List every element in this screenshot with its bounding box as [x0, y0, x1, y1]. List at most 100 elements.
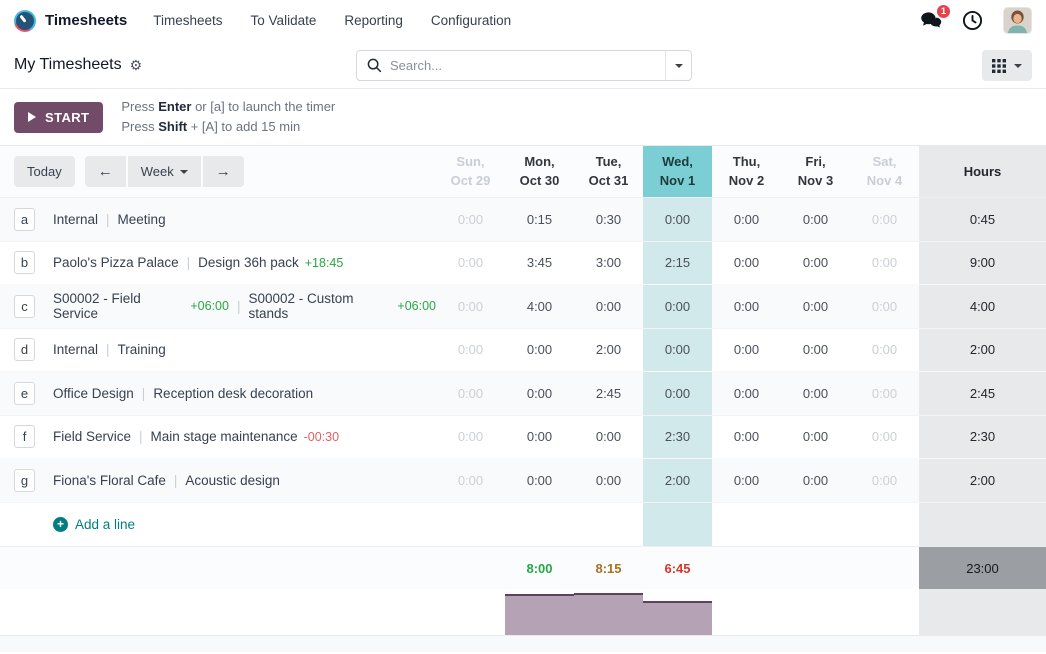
week-total: 23:00 [919, 547, 1046, 589]
cell-c-5[interactable]: 0:00 [781, 285, 850, 328]
cell-g-3[interactable]: 2:00 [643, 459, 712, 502]
view-switcher-button[interactable] [982, 50, 1032, 81]
cell-b-2[interactable]: 3:00 [574, 242, 643, 285]
column-header-oct-29: Sun,Oct 29 [436, 146, 505, 197]
timesheet-grid: Today ← Week → Sun,Oct 29Mon,Oct 30Tue,O… [0, 146, 1046, 635]
range-select-button[interactable]: Week [128, 156, 201, 187]
shortcut-badge-a: a [14, 208, 35, 231]
day-name: Mon, [524, 153, 554, 172]
day-date: Oct 31 [589, 172, 629, 191]
timer-help-line-1: Press Enter or [a] to launch the timer [121, 97, 335, 117]
cell-b-6[interactable]: 0:00 [850, 242, 919, 285]
cell-f-2[interactable]: 0:00 [574, 416, 643, 459]
cell-d-0[interactable]: 0:00 [436, 329, 505, 372]
cell-a-3[interactable]: 0:00 [643, 198, 712, 241]
cell-b-0[interactable]: 0:00 [436, 242, 505, 285]
cell-e-4[interactable]: 0:00 [712, 372, 781, 415]
cell-f-1[interactable]: 0:00 [505, 416, 574, 459]
key-name: Shift [158, 119, 187, 134]
user-avatar[interactable] [1003, 7, 1032, 34]
range-label: Week [141, 164, 174, 179]
cell-e-3[interactable]: 0:00 [643, 372, 712, 415]
cell-g-5[interactable]: 0:00 [781, 459, 850, 502]
grid-view-icon [992, 59, 1006, 73]
cell-a-6[interactable]: 0:00 [850, 198, 919, 241]
separator: | [106, 342, 110, 357]
cell-f-6[interactable]: 0:00 [850, 416, 919, 459]
search-options-toggle[interactable] [665, 51, 691, 80]
timesheet-row-f: fField Service|Main stage maintenance-00… [0, 416, 1046, 460]
menu-item-reporting[interactable]: Reporting [344, 13, 403, 28]
cell-c-2[interactable]: 0:00 [574, 285, 643, 328]
addline-hours-cell [919, 503, 1046, 547]
cell-b-1[interactable]: 3:45 [505, 242, 574, 285]
cell-e-1[interactable]: 0:00 [505, 372, 574, 415]
cell-a-2[interactable]: 0:30 [574, 198, 643, 241]
menu-item-configuration[interactable]: Configuration [431, 13, 511, 28]
next-week-button[interactable]: → [203, 156, 244, 187]
activities-button[interactable] [962, 10, 983, 31]
column-header-oct-31: Tue,Oct 31 [574, 146, 643, 197]
cell-a-0[interactable]: 0:00 [436, 198, 505, 241]
cell-b-3[interactable]: 2:15 [643, 242, 712, 285]
row-total-d: 2:00 [919, 329, 1046, 372]
task-name: Training [118, 342, 166, 357]
column-header-nov-3: Fri,Nov 3 [781, 146, 850, 197]
cell-d-3[interactable]: 0:00 [643, 329, 712, 372]
cell-b-5[interactable]: 0:00 [781, 242, 850, 285]
cell-d-6[interactable]: 0:00 [850, 329, 919, 372]
chart-bar-slot-4 [712, 589, 781, 635]
start-label: START [45, 110, 89, 125]
cell-e-6[interactable]: 0:00 [850, 372, 919, 415]
row-total-b: 9:00 [919, 242, 1046, 285]
row-total-c: 4:00 [919, 285, 1046, 328]
day-total-1: 8:00 [505, 547, 574, 589]
menu-item-timesheets[interactable]: Timesheets [153, 13, 222, 28]
cell-d-5[interactable]: 0:00 [781, 329, 850, 372]
arrow-left-icon: ← [98, 164, 113, 179]
cell-d-1[interactable]: 0:00 [505, 329, 574, 372]
today-button[interactable]: Today [14, 156, 75, 187]
menu-item-to-validate[interactable]: To Validate [251, 13, 317, 28]
cell-b-4[interactable]: 0:00 [712, 242, 781, 285]
cell-e-0[interactable]: 0:00 [436, 372, 505, 415]
daily-totals-bar-chart [0, 589, 1046, 635]
cell-f-4[interactable]: 0:00 [712, 416, 781, 459]
messages-button[interactable]: 1 [920, 11, 942, 30]
chart-bar-slot-6 [850, 589, 919, 635]
breadcrumb: My Timesheets ⚙ [14, 56, 142, 74]
cell-f-0[interactable]: 0:00 [436, 416, 505, 459]
start-timer-button[interactable]: START [14, 102, 103, 133]
cell-g-1[interactable]: 0:00 [505, 459, 574, 502]
cell-a-4[interactable]: 0:00 [712, 198, 781, 241]
cell-a-5[interactable]: 0:00 [781, 198, 850, 241]
row-total-a: 0:45 [919, 198, 1046, 241]
cell-d-4[interactable]: 0:00 [712, 329, 781, 372]
cell-d-2[interactable]: 2:00 [574, 329, 643, 372]
previous-week-button[interactable]: ← [85, 156, 126, 187]
cell-g-4[interactable]: 0:00 [712, 459, 781, 502]
add-a-line-button[interactable]: + Add a line [53, 517, 135, 532]
addline-cell-4 [712, 503, 781, 547]
day-name: Fri, [805, 153, 825, 172]
cell-e-2[interactable]: 2:45 [574, 372, 643, 415]
play-icon [28, 112, 36, 122]
cell-c-3[interactable]: 0:00 [643, 285, 712, 328]
cell-g-2[interactable]: 0:00 [574, 459, 643, 502]
cell-e-5[interactable]: 0:00 [781, 372, 850, 415]
cell-g-0[interactable]: 0:00 [436, 459, 505, 502]
app-brand[interactable]: Timesheets [14, 10, 127, 32]
row-total-g: 2:00 [919, 459, 1046, 502]
cell-g-6[interactable]: 0:00 [850, 459, 919, 502]
cell-c-6[interactable]: 0:00 [850, 285, 919, 328]
cell-a-1[interactable]: 0:15 [505, 198, 574, 241]
search-input[interactable] [382, 58, 665, 73]
addline-cell-1 [505, 503, 574, 547]
cell-c-0[interactable]: 0:00 [436, 285, 505, 328]
cell-c-4[interactable]: 0:00 [712, 285, 781, 328]
gear-icon[interactable]: ⚙ [130, 58, 143, 72]
cell-f-3[interactable]: 2:30 [643, 416, 712, 459]
timer-help-text: Press Enter or [a] to launch the timerPr… [121, 97, 335, 137]
cell-f-5[interactable]: 0:00 [781, 416, 850, 459]
cell-c-1[interactable]: 4:00 [505, 285, 574, 328]
